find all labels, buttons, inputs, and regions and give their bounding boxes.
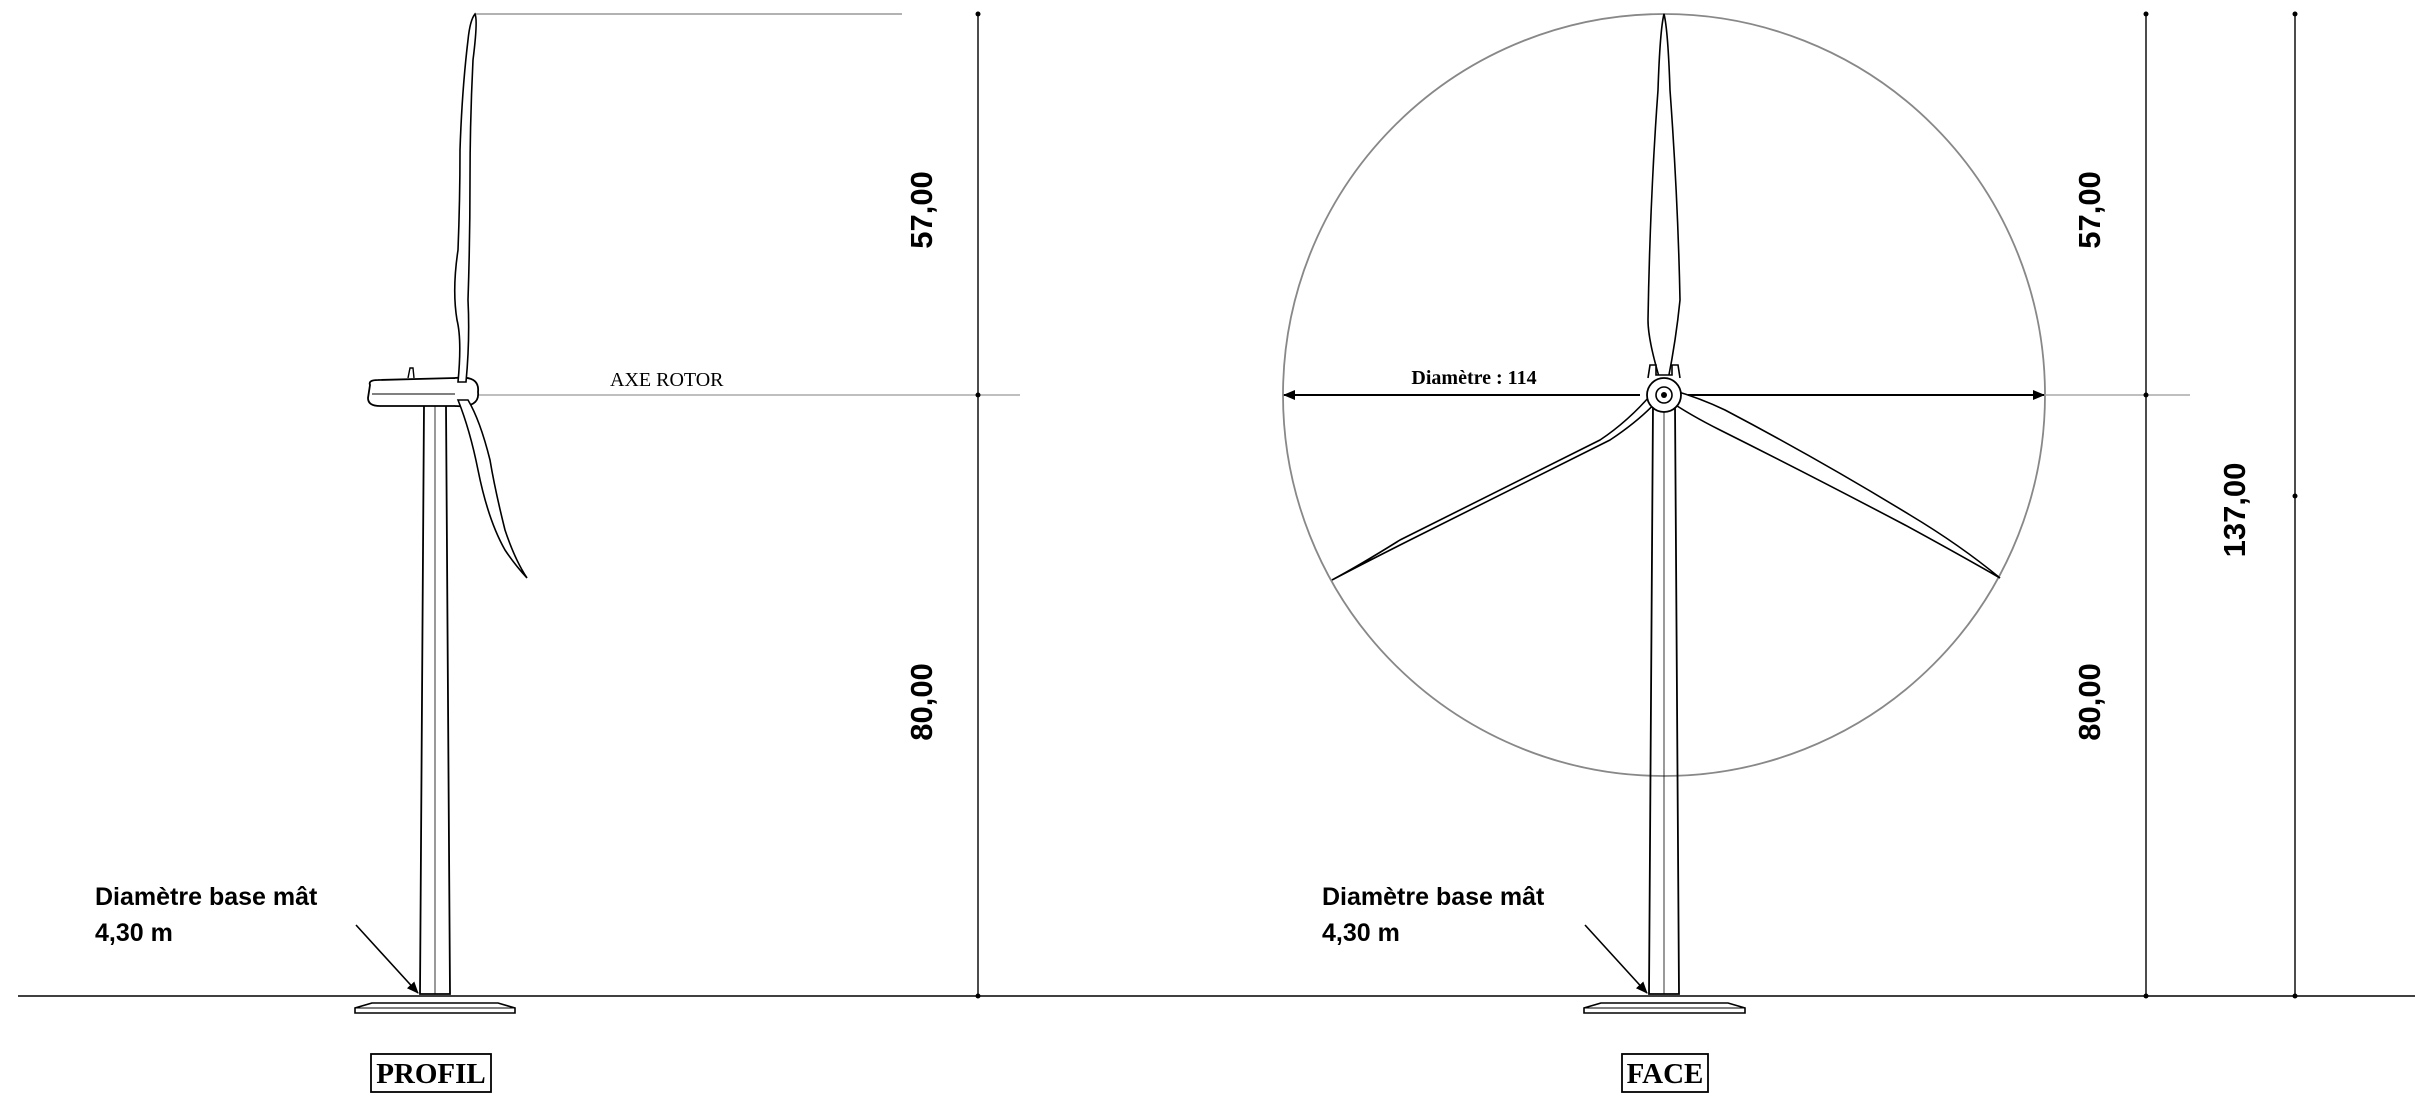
profile-rotor-radius-dim: 57,00	[904, 171, 939, 249]
face-view: Diamètre : 114 Diamètre base mât 4,30 m …	[1282, 13, 2190, 1093]
face-label: FACE	[1627, 1058, 1704, 1090]
profile-label-frame	[370, 1053, 492, 1093]
face-blade-right	[1667, 389, 2001, 579]
face-blade-left	[1331, 388, 1659, 581]
face-dimension: 57,00 80,00	[2072, 11, 2149, 999]
face-label-frame	[1621, 1053, 1709, 1093]
profile-base-note-line1: Diamètre base mât	[95, 883, 318, 911]
total-height-dimension: 137,00	[2217, 11, 2298, 999]
profile-dimension: 57,00 80,00	[904, 11, 981, 999]
profile-view: AXE ROTOR Diamètre base mât 4,30 m PROFI…	[95, 12, 1020, 1093]
face-base-note-line1: Diamètre base mât	[1322, 883, 1545, 911]
profile-nacelle	[367, 377, 466, 407]
profile-label: PROFIL	[376, 1058, 486, 1090]
profile-upper-blade	[453, 12, 477, 383]
rotor-axis-label: AXE ROTOR	[610, 369, 724, 391]
face-base-note-line2: 4,30 m	[1322, 919, 1400, 947]
profile-base-leader	[355, 924, 419, 994]
profile-lower-blade	[456, 399, 528, 579]
total-height-dim: 137,00	[2217, 463, 2252, 558]
face-rotor-radius-dim: 57,00	[2072, 171, 2107, 249]
profile-base-note-line2: 4,30 m	[95, 919, 173, 947]
face-hub-height-dim: 80,00	[2072, 663, 2107, 741]
profile-hub-height-dim: 80,00	[904, 663, 939, 741]
diameter-label: Diamètre : 114	[1411, 367, 1536, 389]
face-base-leader	[1584, 924, 1648, 994]
face-blade-top	[1647, 13, 1681, 381]
